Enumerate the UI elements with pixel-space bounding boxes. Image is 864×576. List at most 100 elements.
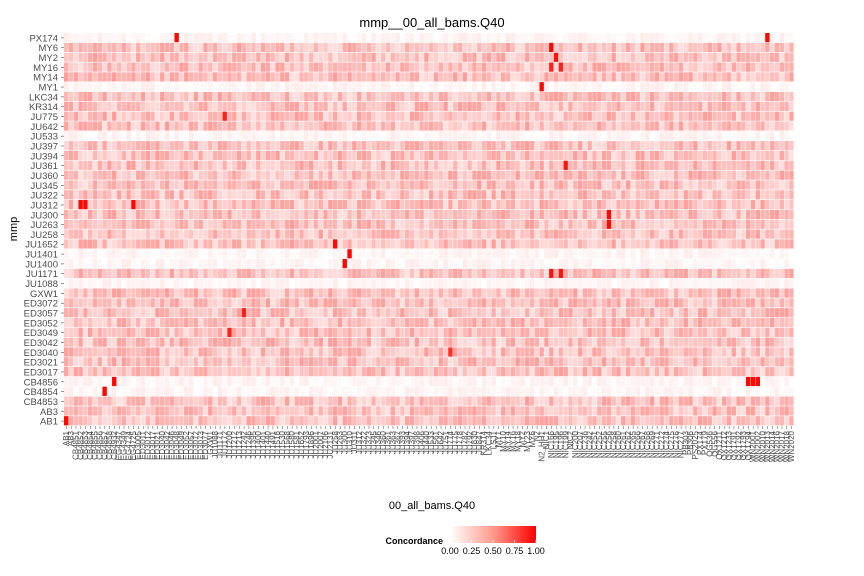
heatmap-tile [606,82,612,92]
heatmap-tile [390,131,395,141]
heatmap-tile [654,131,660,141]
heatmap-tile [323,150,328,161]
heatmap-tile [443,347,448,357]
heatmap-tile [544,150,549,161]
heatmap-tile [371,200,376,210]
heatmap-tile [155,33,160,43]
heatmap-tile [241,249,247,259]
heatmap-tile [318,229,323,239]
heatmap-tile [318,160,323,170]
heatmap-tile [505,121,511,131]
heatmap-tile [443,209,448,220]
heatmap-tile [246,278,251,288]
heatmap-tile [601,82,607,92]
heatmap-tile [597,72,602,82]
heatmap-tile [222,33,227,43]
heatmap-tile [529,121,535,131]
heatmap-tile [371,347,376,357]
heatmap-tile [284,131,290,141]
heatmap-tile [750,62,756,72]
heatmap-tile [592,278,597,288]
heatmap-tile [424,249,429,259]
heatmap-tile [453,317,458,328]
heatmap-tile [477,33,482,43]
heatmap-tile [448,347,453,357]
heatmap-tile [251,200,256,210]
heatmap-tile [92,239,98,249]
heatmap-tile [313,101,319,111]
heatmap-tile [140,170,146,180]
heatmap-tile [755,111,760,121]
heatmap-tile [198,219,203,229]
heatmap-tile [318,298,323,308]
heatmap-tile [760,327,765,337]
heatmap-tile [265,268,271,279]
heatmap-tile [755,258,760,269]
heatmap-tile [356,258,362,269]
heatmap-tile [155,200,160,210]
heatmap-tile [107,150,112,161]
heatmap-tile [645,337,650,347]
heatmap-tile [121,347,127,357]
heatmap-tile [184,268,189,279]
heatmap-tile [721,317,727,328]
heatmap-tile [366,209,371,220]
heatmap-tile [424,258,429,269]
heatmap-tile [160,91,165,102]
heatmap-tile [654,347,660,357]
heatmap-tile [745,308,751,318]
heatmap-tile [112,91,117,102]
heatmap-tile [217,298,223,308]
heatmap-tile [97,219,103,229]
heatmap-tile [477,288,482,298]
heatmap-tile [717,249,722,259]
heatmap-tile [83,298,88,308]
heatmap-tile [198,209,203,220]
heatmap-tile [227,180,232,190]
heatmap-tile [765,327,770,337]
heatmap-tile [131,229,136,239]
heatmap-tile [102,160,107,170]
heatmap-tile [150,180,155,190]
heatmap-tile [102,42,107,53]
heatmap-tile [385,249,391,259]
heatmap-tile [356,327,362,337]
heatmap-tile [280,111,285,121]
heatmap-tile [544,327,549,337]
heatmap-tile [294,288,299,298]
heatmap-tile [712,72,717,82]
heatmap-tile [549,268,554,279]
heatmap-tile [217,327,223,337]
heatmap-tile [73,219,79,229]
heatmap-tile [198,111,203,121]
heatmap-tile [232,308,237,318]
heatmap-tile [496,131,501,141]
heatmap-tile [549,72,554,82]
heatmap-tile [280,268,285,279]
heatmap-tile [164,347,170,357]
heatmap-tile [721,229,727,239]
heatmap-tile [265,219,271,229]
heatmap-tile [616,131,621,141]
heatmap-tile [616,111,621,121]
heatmap-tile [284,42,290,53]
heatmap-tile [376,141,381,151]
heatmap-tile [534,180,540,190]
heatmap-tile [184,229,189,239]
heatmap-tile [236,258,242,269]
heatmap-tile [721,62,727,72]
heatmap-tile [275,170,280,180]
heatmap-tile [784,131,789,141]
heatmap-tile [616,101,621,111]
heatmap-tile [275,190,280,200]
heatmap-tile [635,278,640,288]
heatmap-tile [198,131,203,141]
heatmap-tile [779,327,784,337]
heatmap-tile [573,219,578,229]
heatmap-tile [587,150,592,161]
heatmap-tile [424,101,429,111]
heatmap-tile [136,249,141,259]
heatmap-tile [505,62,511,72]
heatmap-tile [774,209,780,220]
heatmap-tile [241,200,247,210]
